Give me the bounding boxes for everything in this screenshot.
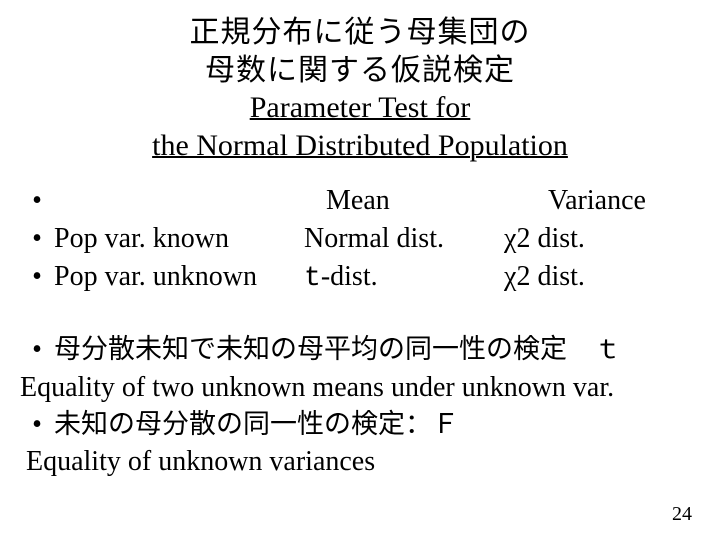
title-en-line1: Parameter Test for: [20, 89, 700, 127]
chi-symbol: χ: [504, 223, 516, 254]
table-row: • Pop var. known Normal dist. χ2 dist.: [20, 220, 700, 258]
bullet-icon: •: [20, 406, 54, 443]
jp-text-1-tail: ｔ: [594, 334, 621, 364]
chi-subscript: 2: [516, 261, 530, 292]
test-table: • Mean Variance • Pop var. known Normal …: [20, 182, 700, 297]
chi-symbol: χ: [504, 261, 516, 292]
row-mean-unknown: t-dist.: [304, 258, 504, 298]
chi-subscript: 2: [516, 223, 530, 254]
title-en-line2: the Normal Distributed Population: [20, 127, 700, 165]
equality-means-en: Equality of two unknown means under unkn…: [20, 369, 700, 406]
row-label-known: Pop var. known: [54, 220, 304, 258]
title-block: 正規分布に従う母集団の 母数に関する仮説検定 Parameter Test fo…: [20, 14, 700, 164]
bullet-icon: •: [20, 331, 54, 368]
dist-label: -dist.: [321, 261, 378, 292]
row-var-known: χ2 dist.: [504, 220, 700, 258]
title-jp-line1: 正規分布に従う母集団の: [20, 14, 700, 52]
bullet-icon: •: [20, 220, 54, 258]
table-header-row: • Mean Variance: [20, 182, 700, 220]
header-variance: Variance: [526, 182, 700, 220]
equality-var-jp: •未知の母分散の同一性の検定：Ｆ: [20, 406, 700, 443]
row-mean-known: Normal dist.: [304, 220, 504, 258]
header-mean: Mean: [304, 182, 526, 220]
slide: 正規分布に従う母集団の 母数に関する仮説検定 Parameter Test fo…: [0, 0, 720, 540]
jp-text-1: 母分散未知で未知の母平均の同一性の検定: [54, 334, 594, 364]
bullet-icon: •: [20, 182, 54, 220]
title-jp-line2: 母数に関する仮説検定: [20, 52, 700, 90]
t-symbol: t: [304, 263, 321, 294]
dist-label: dist.: [530, 223, 584, 254]
lower-block: •母分散未知で未知の母平均の同一性の検定 ｔ Equality of two u…: [20, 331, 700, 480]
equality-var-en: Equality of unknown variances: [20, 443, 700, 480]
bullet-icon: •: [20, 258, 54, 296]
row-label-unknown: Pop var. unknown: [54, 258, 304, 296]
dist-label: dist.: [530, 261, 584, 292]
page-number: 24: [672, 503, 692, 526]
equality-means-jp: •母分散未知で未知の母平均の同一性の検定 ｔ: [20, 331, 700, 368]
row-var-unknown: χ2 dist.: [504, 258, 700, 296]
jp-text-2: 未知の母分散の同一性の検定：Ｆ: [54, 409, 459, 439]
table-row: • Pop var. unknown t-dist. χ2 dist.: [20, 258, 700, 298]
